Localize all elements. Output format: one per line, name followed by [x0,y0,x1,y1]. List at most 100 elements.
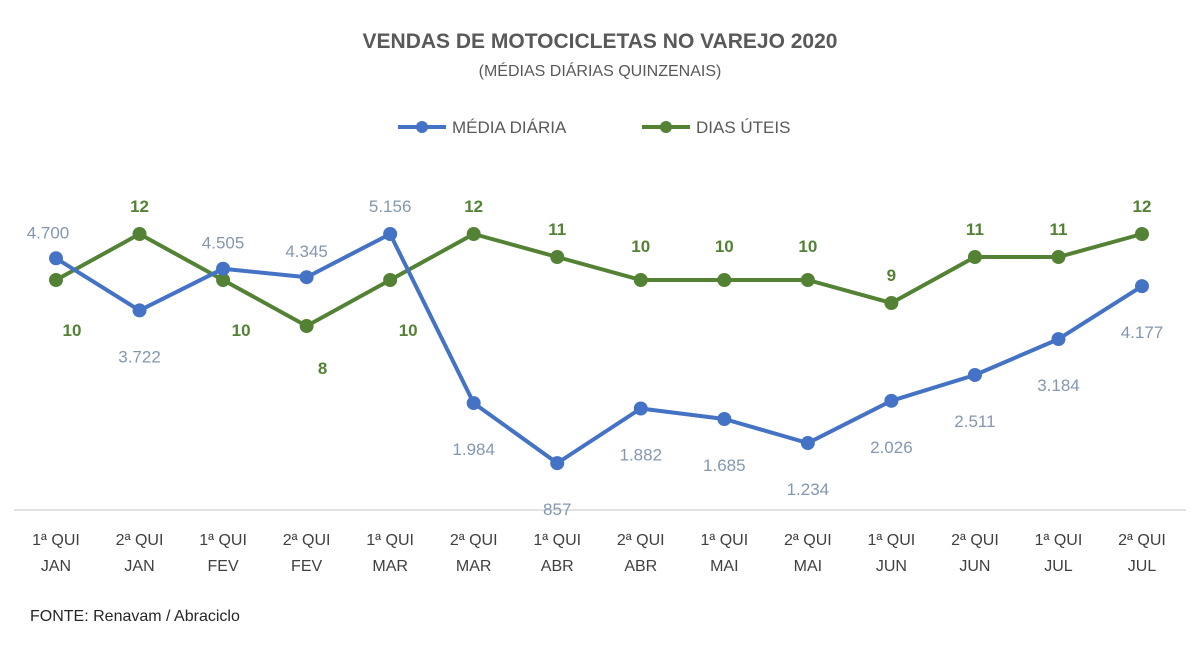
dias-uteis-point [884,296,899,310]
dias-uteis-point [216,273,231,287]
dias-uteis-data-label: 10 [631,237,650,256]
x-tick-label: FEV [291,558,322,575]
dias-uteis-data-label: 10 [63,321,82,340]
x-tick-label: 2ª QUI [784,532,832,549]
dias-uteis-data-label: 12 [464,197,483,216]
x-tick-label: 1ª QUI [32,532,80,549]
dias-uteis-data-label: 10 [715,237,734,256]
dias-uteis-data-label: 10 [399,321,418,340]
x-tick-label: 2ª QUI [283,532,331,549]
media-diaria-point [633,401,648,416]
x-tick-label: 1ª QUI [533,532,581,549]
x-tick-label: 1ª QUI [868,532,916,549]
x-tick-label: MAI [794,558,822,575]
legend: MÉDIA DIÁRIA DIAS ÚTEIS [398,118,790,137]
dias-uteis-point [800,273,815,287]
dias-uteis-data-label: 12 [130,197,149,216]
x-tick-label: 2ª QUI [1118,532,1166,549]
dias-uteis-point [132,227,147,241]
source-note: FONTE: Renavam / Abraciclo [30,608,240,625]
media-diaria-point [132,303,147,318]
x-tick-label: 1ª QUI [366,532,414,549]
media-diaria-data-label: 2.511 [954,412,995,431]
x-tick-label: 2ª QUI [116,532,164,549]
legend-label-media-diaria: MÉDIA DIÁRIA [452,118,567,137]
dias-uteis-data-label: 10 [232,321,251,340]
dias-uteis-data-label: 12 [1133,197,1152,216]
x-tick-label: JUN [876,558,907,575]
dias-uteis-data-label: 11 [548,220,566,239]
media-diaria-data-label: 1.685 [703,456,746,475]
x-tick-label: 2ª QUI [617,532,665,549]
dias-uteis-data-label: 10 [798,237,817,256]
legend-marker-media-diaria [416,121,428,133]
x-tick-label: 1ª QUI [700,532,748,549]
x-tick-label: JUL [1128,558,1157,575]
media-diaria-data-label: 3.722 [118,347,161,366]
media-diaria-point [216,261,231,276]
media-diaria-data-label: 1.234 [787,480,830,499]
media-diaria-point [1051,332,1066,347]
media-diaria-point [884,393,899,408]
chart-title: VENDAS DE MOTOCICLETAS NO VAREJO 2020 [363,30,838,53]
legend-label-dias-uteis: DIAS ÚTEIS [696,118,790,137]
media-diaria-data-label: 857 [543,500,571,519]
x-tick-label: JAN [124,558,154,575]
media-diaria-point [299,270,314,285]
media-diaria-data-label: 2.026 [870,438,913,457]
chart-subtitle: (MÉDIAS DIÁRIAS QUINZENAIS) [479,61,722,80]
series-media-diaria [49,227,1149,471]
legend-marker-dias-uteis [660,121,672,133]
media-diaria-line [54,232,1144,466]
media-diaria-point [383,227,398,241]
dias-uteis-point [299,319,314,333]
x-tick-label: 2ª QUI [450,532,498,549]
media-diaria-data-label: 4.345 [285,242,328,261]
dias-uteis-data-label: 9 [887,266,896,285]
media-diaria-data-label: 4.177 [1121,323,1164,342]
x-tick-label: ABR [624,558,657,575]
media-diaria-point [466,396,481,411]
media-diaria-data-label: 4.505 [202,234,245,253]
x-tick-label: 1ª QUI [1035,532,1083,549]
dias-uteis-line [55,232,1143,328]
x-tick-label: MAI [710,558,738,575]
x-tick-label: JUL [1044,558,1073,575]
x-tick-label: ABR [541,558,574,575]
data-labels: 4.700 3.722 4.505 4.345 5.156 1.984 857 1.882 1.… [27,197,1164,519]
legend-item-media-diaria: MÉDIA DIÁRIA [398,118,567,137]
x-tick-label: 1ª QUI [199,532,247,549]
legend-item-dias-uteis: DIAS ÚTEIS [642,118,790,137]
dias-uteis-point [1135,227,1149,241]
media-diaria-data-label: 4.700 [27,223,70,242]
dias-uteis-point [633,273,648,287]
series-dias-uteis [49,227,1149,333]
dias-uteis-point [550,250,565,264]
dias-uteis-point [717,273,732,287]
x-tick-label: 2ª QUI [951,532,999,549]
x-tick-label: MAR [372,558,408,575]
media-diaria-data-label: 1.882 [619,446,662,465]
dias-uteis-point [967,250,982,264]
dias-uteis-data-label: 11 [1049,220,1067,239]
dias-uteis-point [383,273,398,287]
dias-uteis-point [1051,250,1066,264]
media-diaria-point [967,367,982,382]
dias-uteis-data-label: 11 [966,220,984,239]
media-diaria-point [550,456,565,471]
media-diaria-data-label: 5.156 [369,197,412,216]
dias-uteis-point [49,273,63,287]
dias-uteis-point [466,227,481,241]
media-diaria-point [717,412,732,427]
media-diaria-data-label: 3.184 [1037,376,1080,395]
media-diaria-point [800,436,815,451]
x-tick-label: JUN [959,558,990,575]
x-tick-label: MAR [456,558,492,575]
x-axis-ticks: 1ª QUI JAN 2ª QUI JAN 1ª QUI FEV 2ª QUI FEV 1ª Q… [32,532,1166,575]
x-tick-label: JAN [41,558,71,575]
media-diaria-data-label: 1.984 [452,440,495,459]
x-tick-label: FEV [208,558,239,575]
media-diaria-point [49,251,63,266]
dias-uteis-data-label: 8 [318,359,327,378]
